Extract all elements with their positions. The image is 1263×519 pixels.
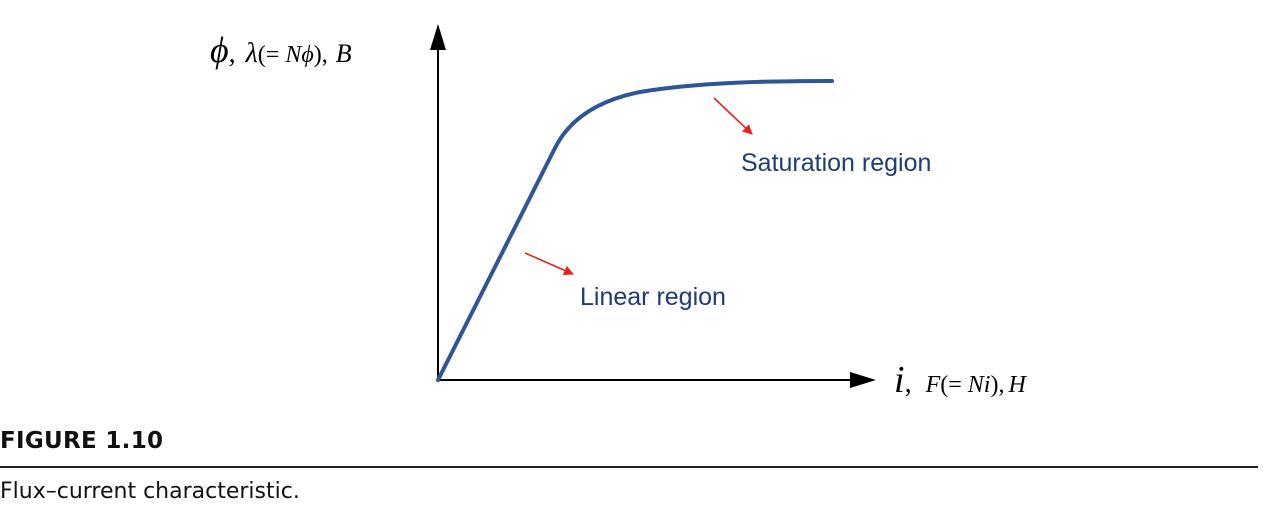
saturation-region-label: Saturation region xyxy=(741,149,931,177)
b-symbol: B xyxy=(336,39,352,68)
i-symbol: i xyxy=(894,359,905,401)
phi-symbol: ϕ xyxy=(210,30,229,70)
lambda-symbol: λ xyxy=(245,38,258,69)
y-axis-arrowhead xyxy=(430,24,446,50)
figure-caption: Flux–current characteristic. xyxy=(0,479,300,504)
linear-pointer-arrow xyxy=(524,252,574,275)
linear-region-label: Linear region xyxy=(580,283,726,311)
caption-divider xyxy=(0,466,1258,468)
x-axis-label: i, F(= Ni), H xyxy=(894,359,1027,401)
magnetization-curve xyxy=(436,79,834,382)
y-axis-label: ϕ, λ(= Nϕ), B xyxy=(210,30,352,70)
figure-number: FIGURE 1.10 xyxy=(0,428,164,454)
x-axis-arrowhead xyxy=(850,372,876,388)
flux-current-diagram: Saturation region Linear region ϕ, λ(= Nϕ… xyxy=(210,24,1027,401)
saturation-pointer-arrow xyxy=(713,97,753,135)
h-symbol: H xyxy=(1007,372,1027,398)
f-symbol: F xyxy=(925,372,941,398)
